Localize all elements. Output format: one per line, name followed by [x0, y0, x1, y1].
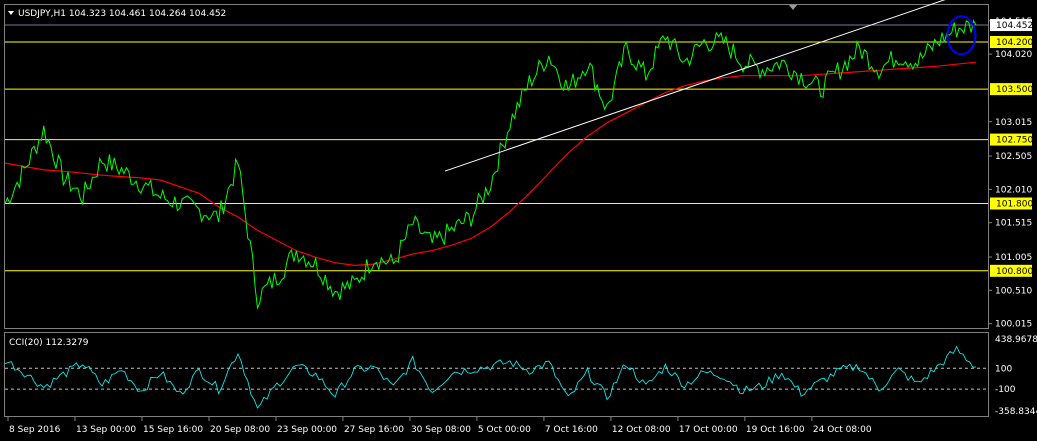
- x-tick-label-5: 27 Sep 16:00: [344, 425, 404, 435]
- y-tick-label-4: 102.010: [995, 185, 1032, 195]
- y-tick-label-1: 104.020: [995, 50, 1032, 60]
- trend-line: [444, 0, 946, 172]
- cci-y-tick-label-3: -358.8344: [995, 407, 1037, 417]
- indicator-header: CCI(20) 112.3279: [9, 338, 89, 348]
- y-tick-label-8: 100.015: [995, 320, 1032, 330]
- x-tick-label-10: 17 Oct 00:00: [679, 425, 738, 435]
- level-price-label-4: 100.800: [996, 267, 1033, 277]
- level-price-box-1: [990, 83, 1032, 96]
- x-tick-label-8: 7 Oct 16:00: [545, 425, 598, 435]
- cci-y-tick-label-0: 438.9678: [995, 335, 1037, 345]
- level-price-box-0: [990, 36, 1032, 49]
- level-price-label-3: 101.800: [996, 200, 1033, 210]
- level-price-box-3: [990, 197, 1032, 210]
- price-line: [4, 19, 977, 310]
- main-chart-header: USDJPY,H1 104.323 104.461 104.264 104.45…: [18, 9, 226, 19]
- y-tick-label-2: 103.015: [995, 118, 1032, 128]
- level-price-box-2: [990, 133, 1032, 146]
- x-tick-label-6: 30 Sep 08:00: [411, 425, 471, 435]
- level-price-label-1: 103.500: [996, 85, 1033, 95]
- cci-line: [4, 345, 977, 409]
- main-panel[interactable]: [4, 4, 989, 329]
- x-tick-label-0: 8 Sep 2016: [9, 425, 61, 435]
- x-tick-label-12: 24 Oct 08:00: [813, 425, 872, 435]
- level-price-label-0: 104.200: [996, 38, 1033, 48]
- x-tick-label-11: 19 Oct 16:00: [746, 425, 805, 435]
- collapse-triangle-icon[interactable]: [8, 11, 14, 15]
- cci-y-tick-label-2: -100: [995, 385, 1016, 395]
- level-price-box-4: [990, 264, 1032, 277]
- x-tick-label-9: 12 Oct 08:00: [612, 425, 671, 435]
- x-tick-label-4: 23 Sep 00:00: [277, 425, 337, 435]
- x-tick-label-1: 13 Sep 00:00: [76, 425, 136, 435]
- y-tick-label-3: 102.505: [995, 152, 1032, 162]
- y-tick-label-6: 101.005: [995, 253, 1032, 263]
- y-tick-label-7: 100.510: [995, 286, 1032, 296]
- moving-average-line: [4, 61, 977, 267]
- current-price-label: 104.452: [996, 21, 1033, 31]
- level-price-label-2: 102.750: [996, 136, 1033, 146]
- shift-marker-icon[interactable]: [789, 5, 797, 10]
- x-tick-label-7: 5 Oct 00:00: [478, 425, 531, 435]
- x-tick-label-2: 15 Sep 16:00: [143, 425, 203, 435]
- x-tick-label-3: 20 Sep 08:00: [210, 425, 270, 435]
- annotation-ellipse: [946, 15, 977, 56]
- y-tick-label-5: 101.515: [995, 219, 1032, 229]
- cci-y-tick-label-1: 100: [995, 364, 1012, 374]
- indicator-panel[interactable]: [4, 332, 989, 417]
- current-price-box: [990, 19, 1032, 32]
